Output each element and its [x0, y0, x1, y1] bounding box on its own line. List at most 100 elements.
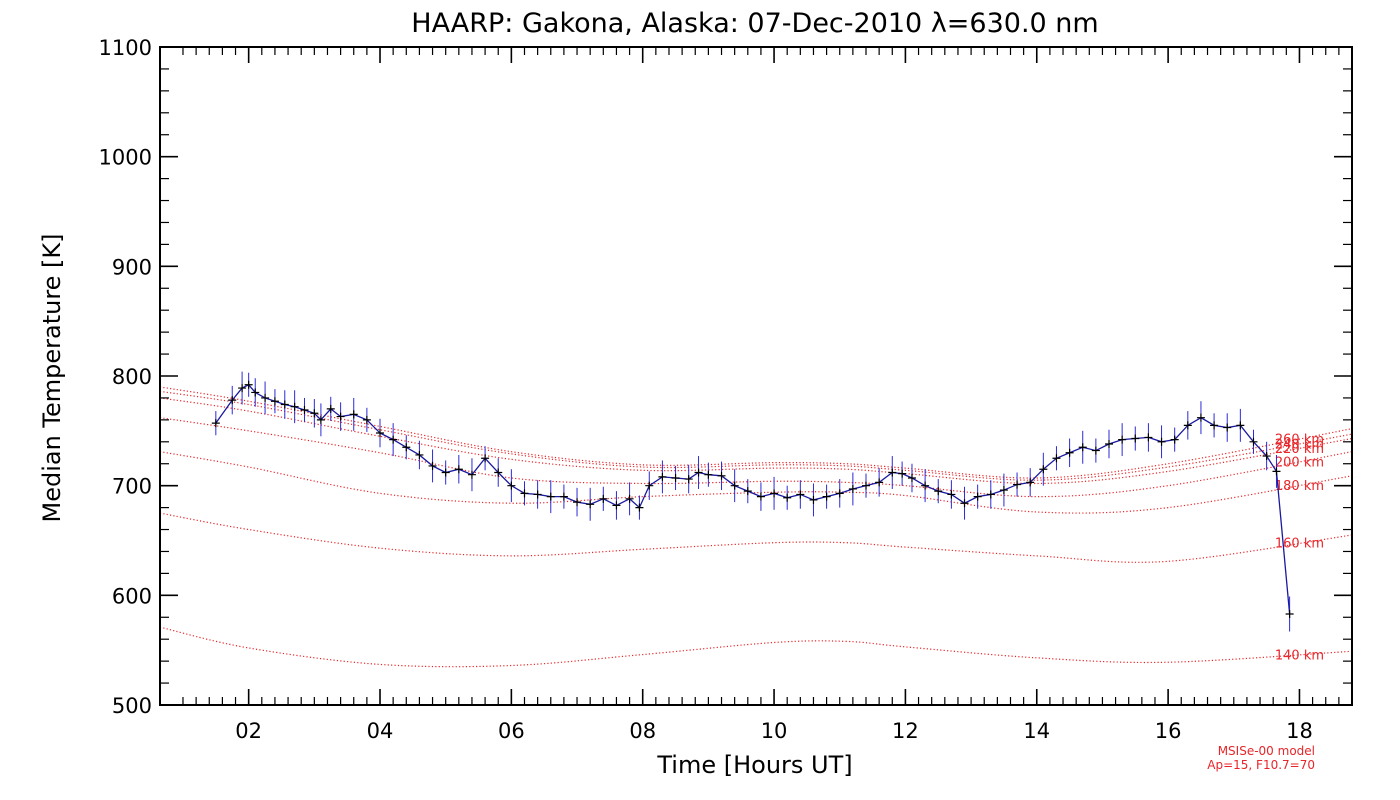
x-tick-label: 12 — [892, 719, 919, 743]
data-point — [921, 481, 930, 490]
data-point — [300, 405, 309, 414]
data-point — [743, 487, 752, 496]
data-point — [533, 490, 542, 499]
data-point — [1262, 452, 1271, 461]
data-point — [428, 461, 437, 470]
data-point — [684, 475, 693, 484]
x-tick-label: 16 — [1155, 719, 1182, 743]
data-point — [261, 393, 270, 402]
data-point — [280, 400, 289, 409]
observed-line — [215, 383, 1291, 615]
data-point — [586, 500, 595, 509]
data-point — [1249, 437, 1258, 446]
observed-temperature-series — [211, 380, 1294, 618]
data-point — [467, 470, 476, 479]
data-point — [796, 490, 805, 499]
model-curve-160km — [159, 512, 1353, 563]
model-curve-140km — [159, 626, 1353, 668]
data-point — [822, 492, 831, 501]
data-point — [454, 465, 463, 474]
data-point — [875, 478, 884, 487]
x-tick-label: 06 — [498, 719, 525, 743]
data-point — [1065, 448, 1074, 457]
y-tick-label: 600 — [112, 584, 152, 608]
y-tick-label: 500 — [112, 694, 152, 718]
data-point — [1131, 434, 1140, 443]
data-point — [625, 494, 634, 503]
data-point — [1091, 446, 1100, 455]
data-point — [770, 489, 779, 498]
data-point — [1223, 423, 1232, 432]
model-curve-180km — [159, 451, 1353, 514]
data-point — [481, 454, 490, 463]
model-label-140km: 140 km — [1275, 648, 1324, 663]
data-point — [326, 404, 335, 413]
data-point — [1170, 435, 1179, 444]
data-point — [290, 402, 299, 411]
x-tick-label: 08 — [629, 719, 656, 743]
data-point — [934, 487, 943, 496]
data-point — [947, 490, 956, 499]
data-point — [704, 470, 713, 479]
data-point — [1157, 437, 1166, 446]
model-label-240km: 240 km — [1275, 438, 1324, 453]
y-tick-label: 1100 — [99, 36, 152, 60]
data-point — [1078, 443, 1087, 452]
data-point — [402, 443, 411, 452]
y-tick-label: 800 — [112, 365, 152, 389]
data-point — [494, 468, 503, 477]
model-curve-260km — [159, 386, 1353, 479]
model-label-180km: 180 km — [1275, 479, 1324, 494]
data-point — [1183, 421, 1192, 430]
data-point — [316, 415, 325, 424]
data-point — [228, 396, 237, 405]
data-point — [520, 489, 529, 498]
model-curve-220km — [159, 397, 1353, 485]
x-axis-label: Time [Hours UT] — [656, 751, 852, 779]
data-point — [441, 468, 450, 477]
data-point — [835, 489, 844, 498]
data-point — [671, 473, 680, 482]
x-tick-label: 14 — [1023, 719, 1050, 743]
data-point — [362, 415, 371, 424]
data-point — [1196, 413, 1205, 422]
data-point — [238, 384, 247, 393]
data-point — [783, 493, 792, 502]
data-point — [1105, 439, 1113, 448]
data-point — [612, 501, 621, 510]
data-point — [211, 419, 220, 428]
data-point — [862, 481, 871, 490]
data-point — [1210, 421, 1219, 430]
data-point — [694, 468, 703, 477]
data-point — [848, 484, 857, 493]
data-point — [1026, 478, 1035, 487]
model-source-note: MSISe-00 model — [1218, 744, 1315, 758]
data-point — [898, 469, 907, 478]
data-point — [310, 409, 319, 418]
data-point — [270, 397, 279, 406]
data-point — [1118, 435, 1127, 444]
data-point — [1236, 421, 1245, 430]
chart-title: HAARP: Gakona, Alaska: 07-Dec-2010 λ=630… — [411, 8, 1098, 39]
data-point — [973, 492, 982, 501]
model-curve-200km — [159, 417, 1353, 498]
data-point — [349, 410, 358, 419]
error-bars — [215, 371, 1291, 632]
data-point — [1272, 467, 1281, 476]
model-parameters-note: Ap=15, F10.7=70 — [1207, 758, 1315, 772]
data-point — [336, 412, 345, 421]
data-point — [756, 492, 765, 501]
x-tick-label: 02 — [235, 719, 262, 743]
model-label-260km: 260 km — [1275, 433, 1324, 448]
data-point — [599, 494, 608, 503]
data-point — [730, 481, 739, 490]
data-point — [1039, 465, 1048, 474]
data-point — [507, 481, 516, 490]
data-point — [1285, 609, 1294, 618]
x-tick-label: 18 — [1286, 719, 1313, 743]
data-point — [546, 492, 555, 501]
model-label-160km: 160 km — [1275, 537, 1324, 552]
model-curve-240km — [159, 390, 1353, 481]
